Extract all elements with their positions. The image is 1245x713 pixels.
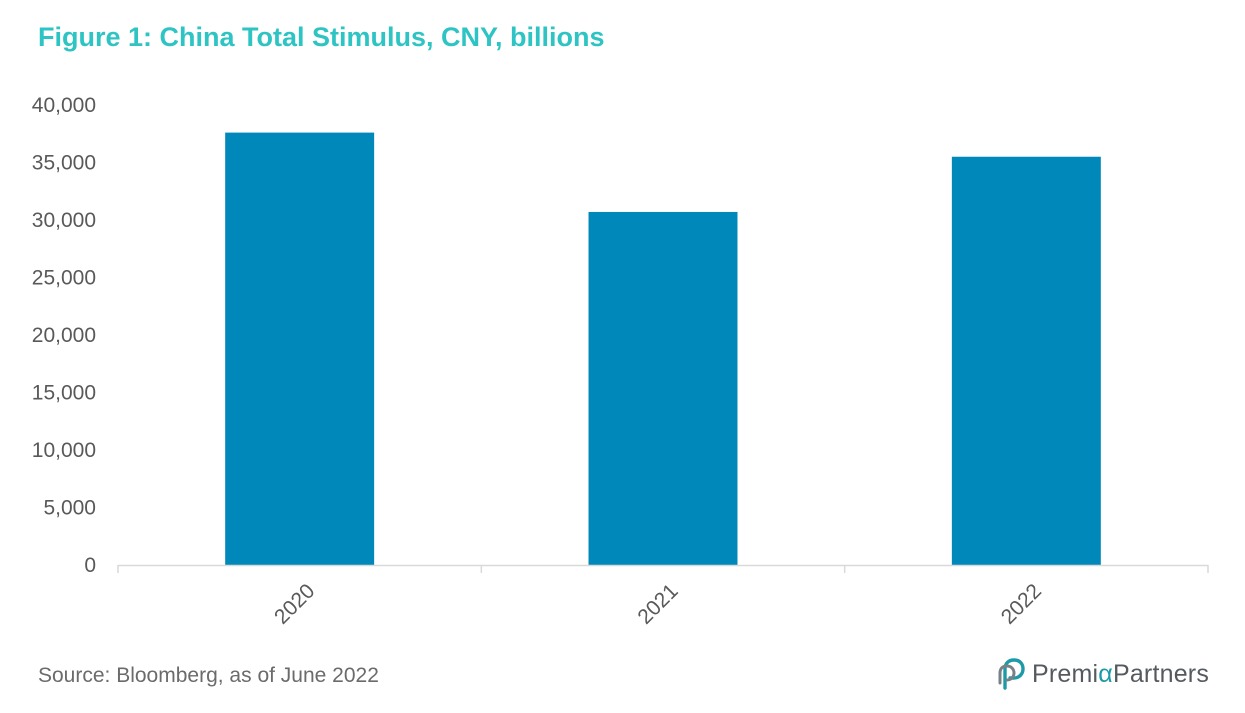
y-tick-label: 40,000 [32, 94, 96, 117]
x-tick-label: 2022 [997, 579, 1046, 628]
bar-2021 [588, 211, 738, 565]
y-tick-label: 5,000 [43, 497, 96, 520]
chart-title: Figure 1: China Total Stimulus, CNY, bil… [38, 22, 605, 52]
x-tick-label: 2020 [270, 579, 319, 628]
y-tick-label: 10,000 [32, 439, 96, 462]
brand-name-part2: Partners [1112, 659, 1210, 688]
y-tick-label: 35,000 [32, 152, 96, 175]
y-axis-ticks: 0 5,000 10,000 15,000 20,000 25,000 30,000 35,0… [32, 94, 96, 577]
brand-logo: PremiαPartners [996, 656, 1209, 692]
y-tick-label: 20,000 [32, 324, 96, 347]
brand-name-part1: Premi [1032, 659, 1099, 688]
bars [225, 132, 1101, 565]
x-tick-label: 2021 [633, 579, 682, 628]
y-tick-label: 0 [84, 554, 96, 577]
brand-name: PremiαPartners [1032, 660, 1209, 689]
brand-name-alpha: α [1098, 659, 1113, 688]
x-axis: 2020 2021 2022 [117, 564, 1209, 629]
bar-2020 [225, 132, 375, 565]
y-tick-label: 15,000 [32, 382, 96, 405]
y-tick-label: 25,000 [32, 267, 96, 290]
source-note: Source: Bloomberg, as of June 2022 [38, 664, 379, 687]
y-tick-label: 30,000 [32, 209, 96, 232]
bar-2022 [951, 156, 1101, 565]
premia-logo-icon [998, 658, 1025, 690]
